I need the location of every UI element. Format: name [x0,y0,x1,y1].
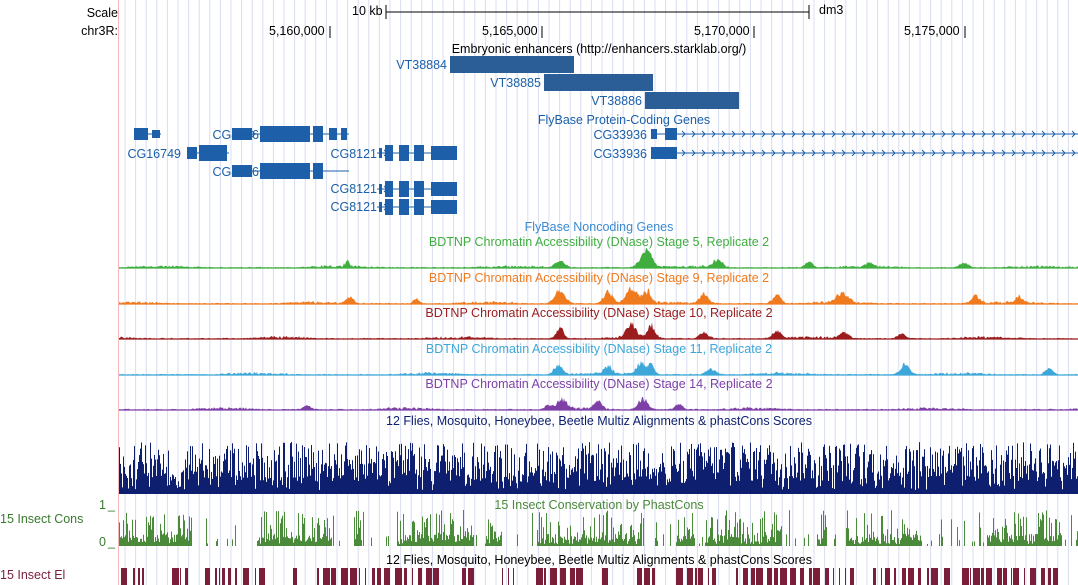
phastcons-bars [119,510,1078,546]
gene-model [187,145,229,161]
track-data-area: 10 kb dm3 5,160,000 5,165,000 5,170,000 … [119,0,1078,585]
position-ticks [329,26,966,38]
gene-model [651,147,1078,159]
dnase-stage14-signal[interactable] [119,390,1078,412]
gene-model [377,145,457,161]
dnase-signal-area [119,321,1078,339]
dnase-signal-area [119,286,1078,304]
gene-model [134,128,161,140]
scale-bar-label: 10 kb [352,4,383,18]
dnase-stage11-title: BDTNP Chromatin Accessibility (DNase) St… [425,342,773,356]
enhancer-label[interactable]: VT38885 [490,76,541,90]
elements-track-label[interactable]: 15 Insect El [0,568,66,582]
phastcons-track-label[interactable]: 15 Insect Cons [0,512,84,526]
enhancer-feature[interactable] [544,74,653,91]
position-tick-label: 5,170,000 [694,24,750,38]
gene-label[interactable]: CG16749 [127,147,181,161]
assembly-label: dm3 [819,3,844,17]
phastcons-axis-bottom-tick: _ [108,535,115,549]
dnase-stage5-signal[interactable] [119,248,1078,270]
dnase-stage11-signal[interactable] [119,355,1078,377]
phastcons-axis-top-tick: _ [108,498,115,512]
dnase-stage9-signal[interactable] [119,284,1078,306]
enhancer-track-title: Embryonic enhancers (http://enhancers.st… [451,42,747,56]
phastcons-signal[interactable] [119,508,1078,548]
gene-model [651,128,1078,140]
dnase-stage5-title: BDTNP Chromatin Accessibility (DNase) St… [428,235,770,249]
dnase-stage10-signal[interactable] [119,319,1078,341]
gene-model [232,163,349,179]
chrom-label: chr3R: [81,24,118,38]
elements-track-title: 12 Flies, Mosquito, Honeybee, Beetle Mul… [386,553,812,567]
dnase-signal-area [119,397,1078,410]
phastcons-axis-top: 1 [99,498,106,512]
gene-models[interactable] [119,120,1078,220]
gene-label[interactable]: CG33936 [593,147,647,161]
gene-model [232,126,349,142]
gene-model [377,199,457,215]
conserved-elements[interactable] [119,568,1078,585]
dnase-stage14-title: BDTNP Chromatin Accessibility (DNase) St… [425,377,773,391]
track-label-panel: Scale chr3R: 1 _ 15 Insect Cons 0 _ 15 I… [0,0,118,585]
gene-label[interactable]: CG8121 [330,147,377,161]
enhancer-label[interactable]: VT38886 [591,94,642,108]
gene-track-title: FlyBase Protein-Coding Genes [537,113,711,127]
dnase-stage10-title: BDTNP Chromatin Accessibility (DNase) St… [425,306,773,320]
gene-label[interactable]: CG8866 [212,128,259,142]
dnase-signal-area [119,360,1078,375]
scale-label: Scale [86,6,118,20]
multiz-conservation-signal[interactable] [119,430,1078,496]
multiz-track-title: 12 Flies, Mosquito, Honeybee, Beetle Mul… [386,414,812,428]
noncoding-track-title: FlyBase Noncoding Genes [524,220,674,234]
gene-label[interactable]: CG33936 [593,128,647,142]
enhancer-feature[interactable] [450,56,574,73]
gene-model [377,181,457,197]
position-tick-label: 5,160,000 [269,24,325,38]
phastcons-axis-bottom: 0 [99,535,106,549]
dnase-stage9-title: BDTNP Chromatin Accessibility (DNase) St… [428,271,770,285]
dnase-signal-area [119,248,1078,268]
position-tick-label: 5,175,000 [904,24,960,38]
gene-label[interactable]: CG8121 [330,200,377,214]
enhancer-feature[interactable] [645,92,739,109]
position-tick-label: 5,165,000 [482,24,538,38]
conserved-element-blocks [121,568,1058,585]
gene-label[interactable]: CG8121 [330,182,377,196]
phastcons-track-title: 15 Insect Conservation by PhastCons [494,498,704,512]
gene-label[interactable]: CG8866 [212,165,259,179]
multiz-bars [119,442,1078,494]
panel-divider [118,0,119,585]
scale-bar [385,5,810,19]
enhancer-label[interactable]: VT38884 [396,58,447,72]
